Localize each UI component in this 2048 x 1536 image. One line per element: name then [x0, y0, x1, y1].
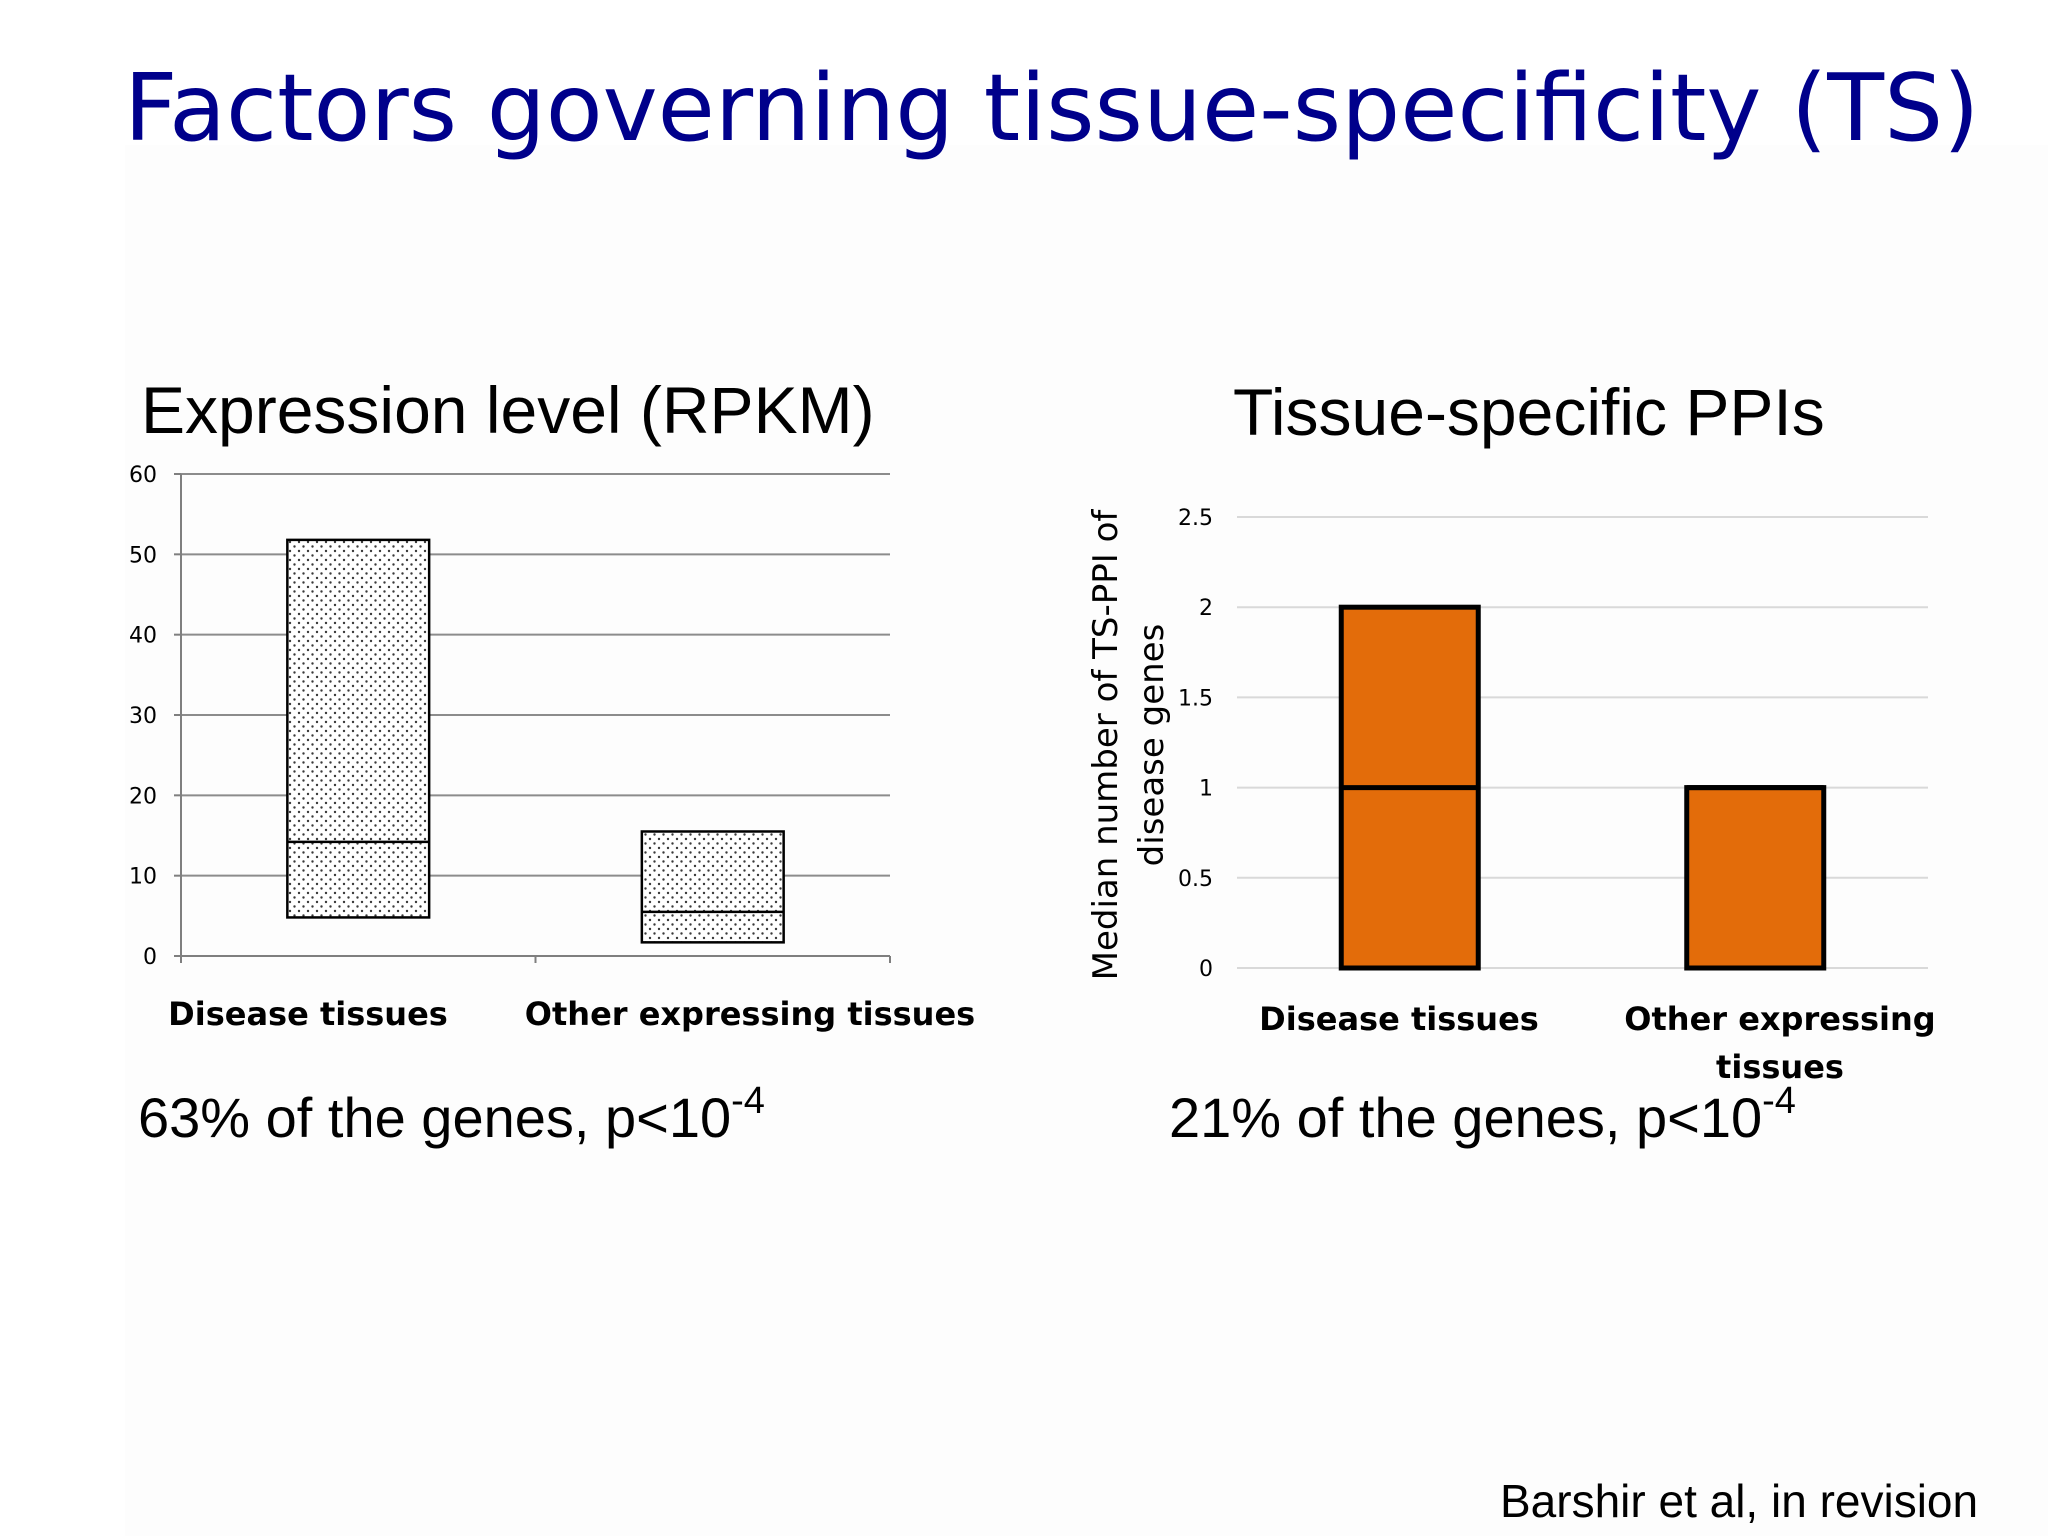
y-axis-title-line: Median number of TS-PPI of — [1086, 509, 1126, 981]
stat-text: 21% of the genes, p<10 — [1169, 1086, 1763, 1149]
ts-ppi-stat: 21% of the genes, p<10-4 — [1169, 1080, 1796, 1153]
citation: Barshir et al, in revision — [1500, 1475, 1979, 1527]
box-2 — [1684, 785, 1827, 971]
stat-exponent: -4 — [731, 1080, 765, 1122]
y-tick-label: 2 — [1199, 596, 1213, 621]
y-tick-label: 0 — [1199, 957, 1213, 982]
ts-ppi-subtitle: Tissue-specific PPIs — [1233, 375, 1825, 449]
x-category-label: tissues — [1716, 1048, 1844, 1086]
ts-ppi-chart: 0 0.5 1 1.5 2 2.5 Disease tissues Other express… — [1086, 506, 1936, 1086]
y-tick-label: 1.5 — [1178, 686, 1213, 711]
y-axis-title: Median number of TS-PPI of disease genes — [1086, 509, 1172, 981]
x-category-label: Disease tissues — [168, 995, 448, 1033]
box-2 — [640, 830, 785, 944]
y-tick-label: 2.5 — [1178, 506, 1213, 531]
y-tick-label: 20 — [129, 784, 157, 809]
expression-level-stat: 63% of the genes, p<10-4 — [138, 1080, 765, 1153]
box-1 — [286, 538, 431, 919]
y-tick-label: 40 — [129, 624, 157, 649]
y-tick-label: 0.5 — [1178, 867, 1213, 892]
expression-level-subtitle: Expression level (RPKM) — [141, 373, 875, 447]
x-category-label: Disease tissues — [1259, 1000, 1539, 1038]
stat-text: 63% of the genes, p<10 — [138, 1086, 732, 1149]
y-axis-title-line: disease genes — [1132, 624, 1172, 867]
y-tick-label: 10 — [129, 865, 157, 890]
x-category-label: Other expressing — [1624, 1000, 1935, 1038]
x-category-label: Other expressing tissues — [525, 995, 975, 1033]
expression-level-chart: 0 10 20 30 40 50 60 Disease tissues Other expres… — [129, 463, 975, 1033]
y-tick-label: 60 — [129, 463, 157, 488]
y-tick-label: 30 — [129, 704, 157, 729]
y-tick-label: 0 — [143, 945, 157, 970]
y-tick-label: 50 — [129, 543, 157, 568]
y-tick-label: 1 — [1199, 777, 1213, 802]
slide-title: Factors governing tissue-specificity (TS… — [124, 54, 1980, 162]
stat-exponent: -4 — [1762, 1080, 1796, 1122]
